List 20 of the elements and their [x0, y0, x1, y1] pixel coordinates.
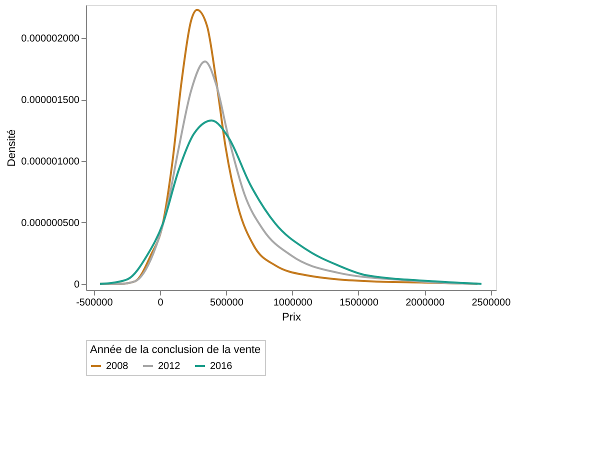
y-tick-label: 0.000001500 — [21, 95, 80, 106]
x-tick-label: 2500000 — [472, 298, 512, 308]
legend-label: 2016 — [210, 361, 233, 372]
x-tick-label: 1500000 — [339, 298, 379, 308]
y-tick-label: 0.000000500 — [21, 218, 80, 229]
x-tick-label: -500000 — [76, 298, 114, 308]
x-tick-label: 1000000 — [273, 298, 313, 308]
y-tick-label: 0.000002000 — [21, 34, 80, 45]
y-tick-label: 0 — [74, 279, 80, 290]
x-tick-label: 500000 — [210, 298, 244, 308]
x-axis-title: Prix — [282, 312, 302, 324]
line-series — [99, 60, 478, 285]
legend-label: 2008 — [106, 361, 129, 372]
line-series — [99, 119, 482, 285]
legend-label: 2012 — [158, 361, 181, 372]
y-tick-label: 0.000001000 — [21, 156, 80, 168]
legend-title: Année de la conclusion de la vente — [90, 344, 261, 356]
x-tick-label: 0 — [158, 298, 164, 308]
y-axis-title: Densité — [6, 129, 18, 167]
x-tick-label: 2000000 — [406, 298, 445, 308]
